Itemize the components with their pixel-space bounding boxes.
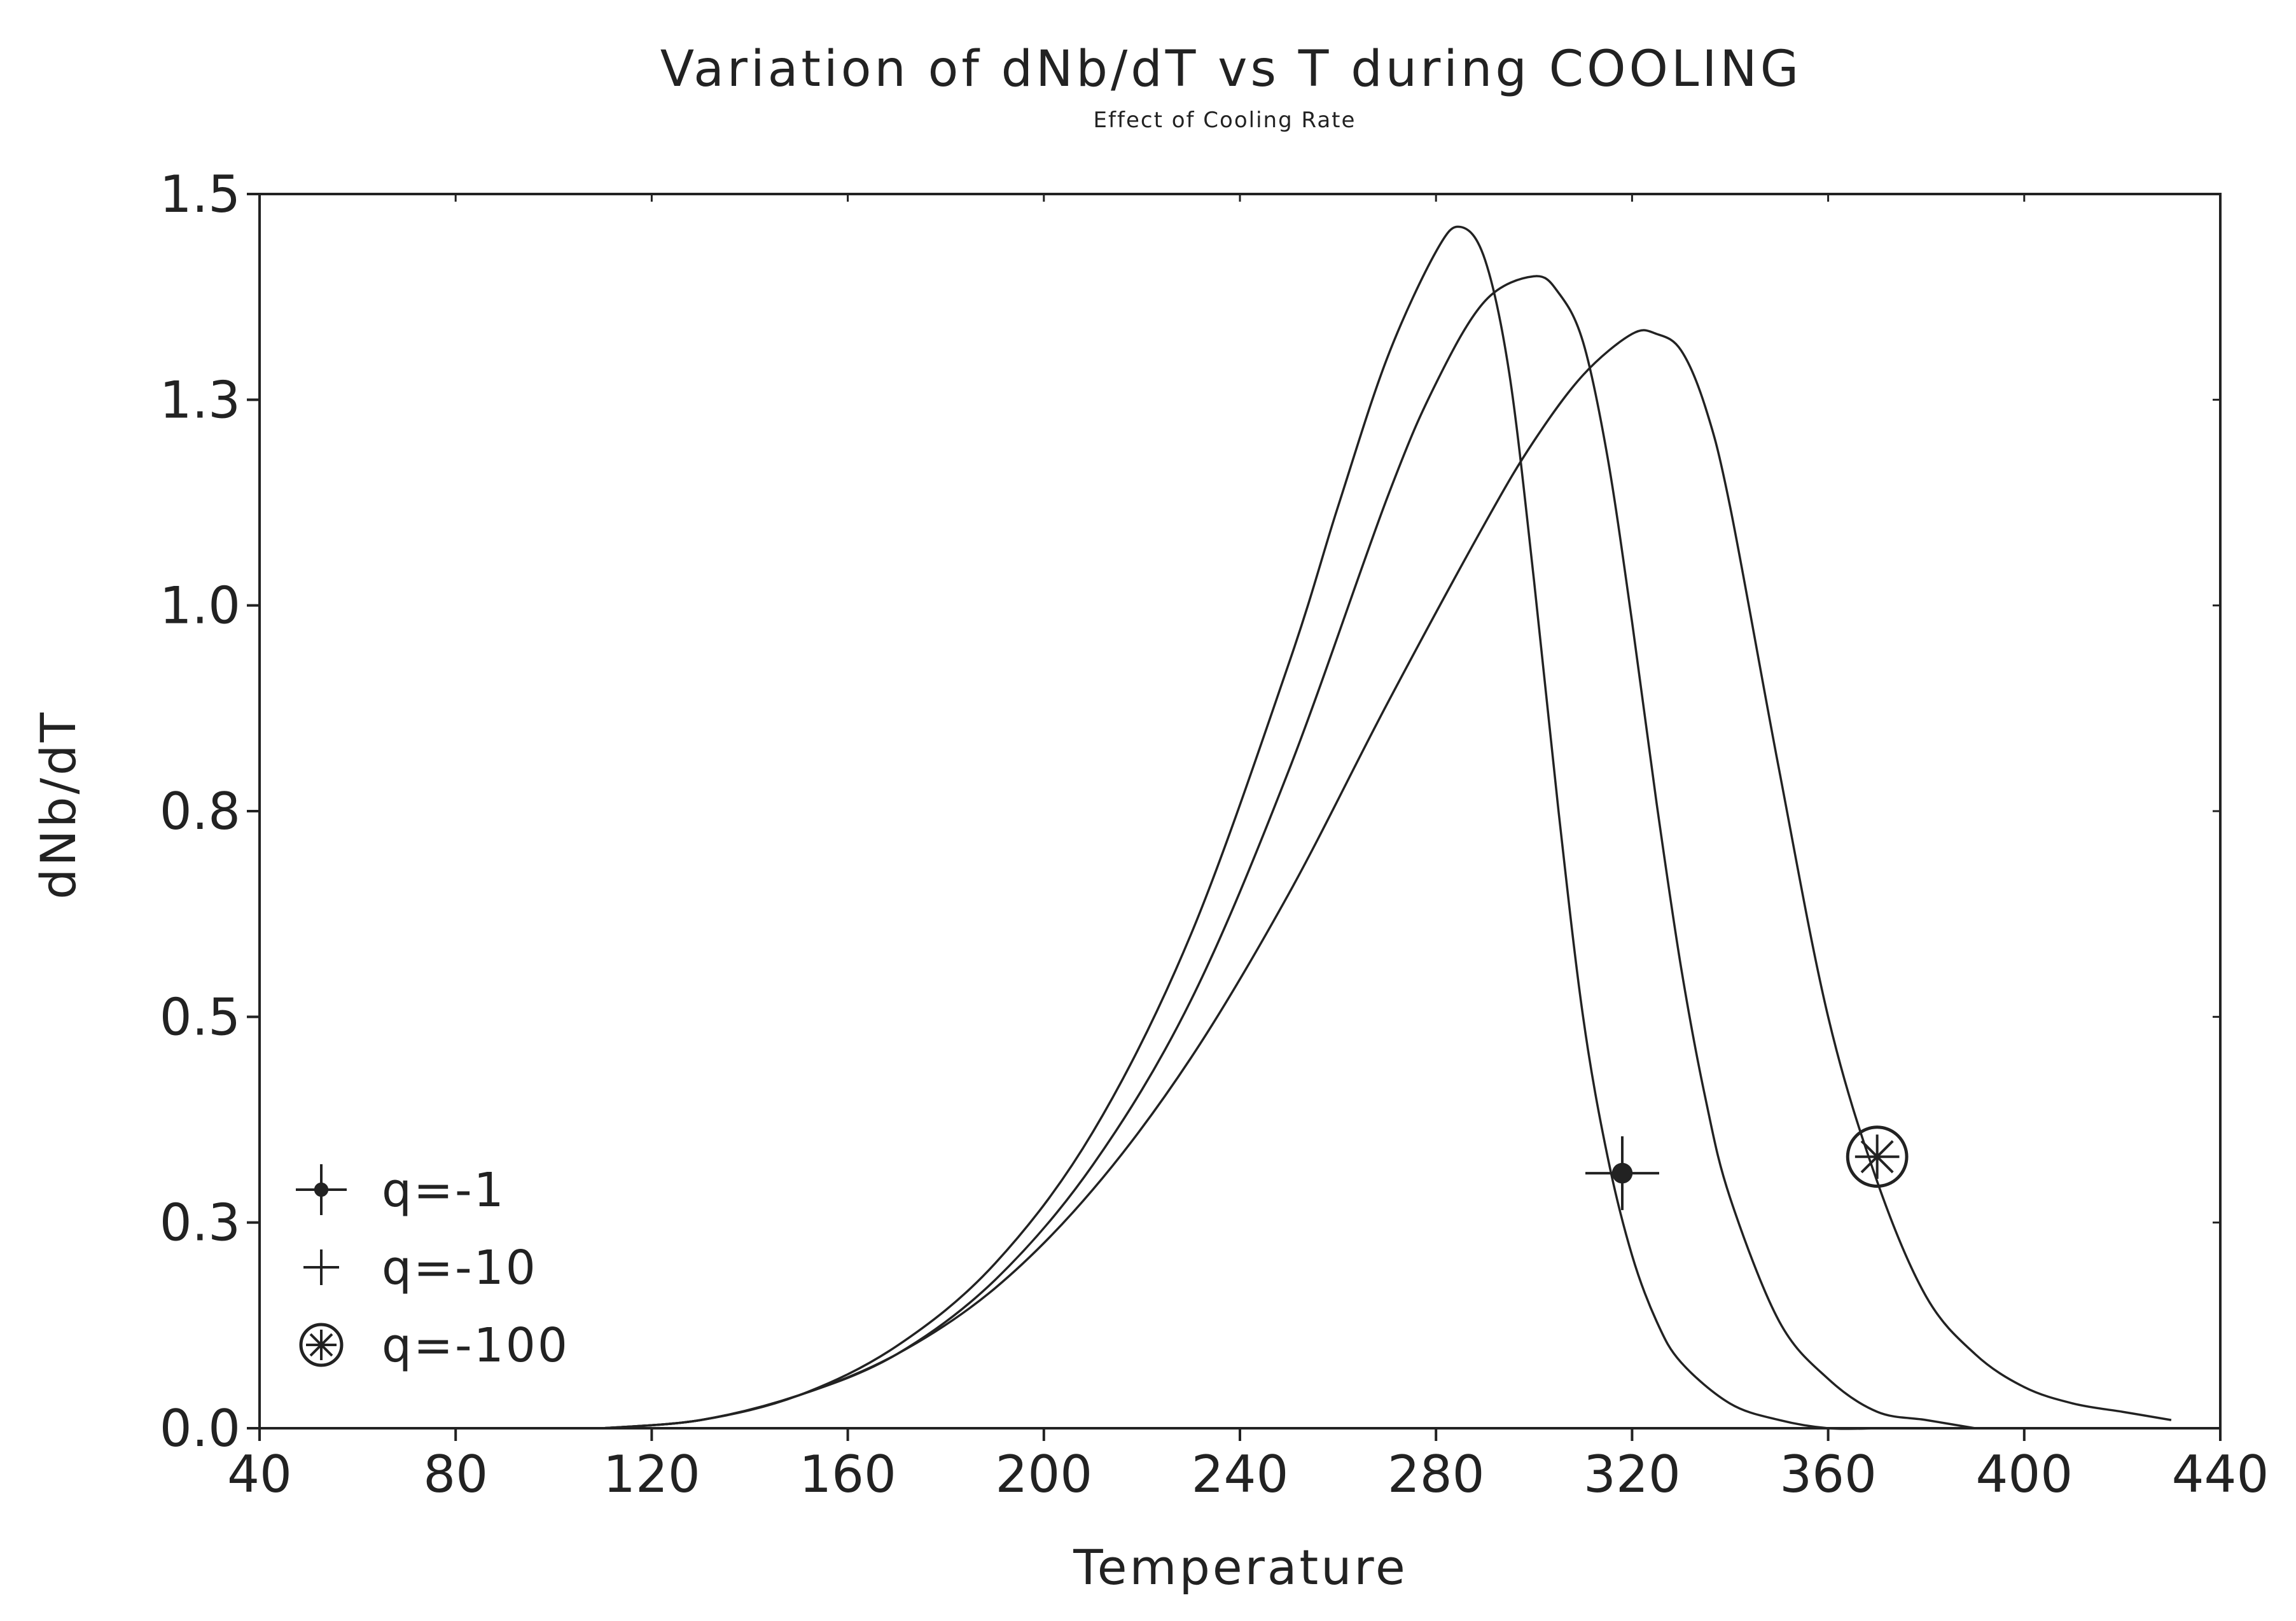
series-lines	[602, 225, 2172, 1430]
x-tick-label: 200	[995, 1445, 1092, 1504]
legend-marker-3	[299, 1323, 344, 1367]
y-axis-ticks: 0.0 0.3 0.5 0.8 1.0 1.3 1.5	[160, 165, 2220, 1458]
series-line-1	[602, 225, 1877, 1430]
y-tick-label: 1.3	[160, 370, 240, 429]
x-tick-label: 160	[799, 1445, 896, 1504]
chart-subtitle: Effect of Cooling Rate	[1094, 108, 1356, 133]
legend-label: q=-10	[382, 1241, 538, 1295]
x-tick-label: 360	[1779, 1445, 1877, 1504]
x-tick-label: 120	[603, 1445, 700, 1504]
y-tick-label: 0.5	[160, 987, 240, 1047]
x-tick-label: 440	[2172, 1445, 2269, 1504]
legend: q=-1 q=-10 q=-100	[296, 1163, 569, 1373]
y-tick-label: 0.8	[160, 782, 240, 841]
plot-frame	[258, 193, 2222, 1430]
x-tick-label: 320	[1583, 1445, 1681, 1504]
marker-stroke	[309, 1333, 333, 1357]
series-marker-1	[1585, 1136, 1659, 1211]
legend-marker-1	[296, 1164, 347, 1215]
y-tick-label: 0.3	[160, 1193, 240, 1253]
marker-dot	[1611, 1162, 1633, 1184]
y-tick-label: 1.5	[160, 165, 240, 224]
marker-ring	[1846, 1125, 1909, 1188]
legend-label: q=-100	[382, 1318, 569, 1373]
series-markers	[1585, 1125, 1909, 1211]
marker-ring	[299, 1323, 344, 1367]
legend-label: q=-1	[382, 1163, 506, 1218]
marker-dot	[314, 1182, 329, 1197]
x-tick-label: 400	[1975, 1445, 2073, 1504]
y-tick-label: 0.0	[160, 1399, 240, 1458]
x-tick-label: 240	[1192, 1445, 1289, 1504]
x-axis-label: Temperature	[1073, 1539, 1407, 1596]
chart-title: Variation of dNb/dT vs T during COOLING	[660, 41, 1802, 98]
series-line-2	[602, 275, 1976, 1430]
y-axis-label: dNb/dT	[30, 710, 87, 900]
series-marker-3	[1846, 1125, 1909, 1188]
x-tick-label: 40	[227, 1445, 292, 1504]
series-line-3	[602, 329, 2172, 1430]
x-axis-ticks: 40 80 120 160 200 240 280 320 360 400 440	[227, 194, 2269, 1504]
y-tick-label: 1.0	[160, 576, 240, 636]
legend-marker-2	[303, 1249, 339, 1285]
marker-stroke	[1860, 1140, 1894, 1174]
x-tick-label: 280	[1388, 1445, 1485, 1504]
x-tick-label: 80	[423, 1445, 488, 1504]
